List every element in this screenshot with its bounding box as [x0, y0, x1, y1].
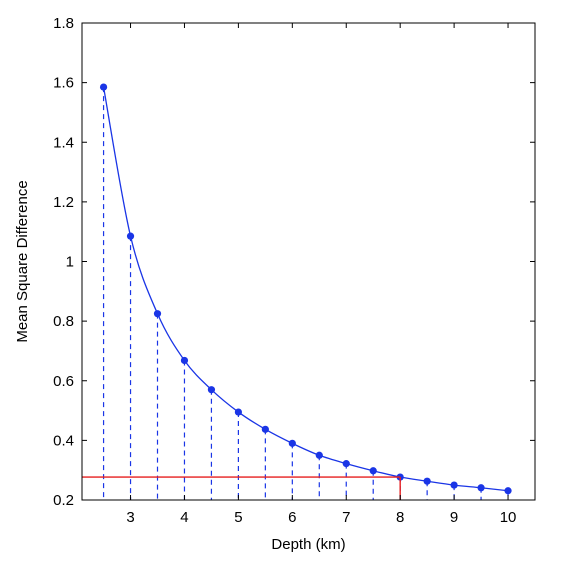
data-point: [288, 439, 296, 447]
series-line: [102, 86, 509, 492]
y-tick-label: 1.8: [53, 15, 74, 32]
y-tick-label: 1.2: [53, 194, 74, 211]
data-point: [342, 460, 350, 468]
data-point: [315, 451, 323, 459]
y-tick-label: 1: [66, 254, 74, 271]
y-tick-label: 0.2: [53, 492, 74, 509]
data-point: [423, 477, 431, 485]
x-tick-label: 5: [234, 509, 242, 526]
data-point: [234, 408, 242, 416]
x-tick-label: 4: [180, 509, 188, 526]
y-tick-label: 1.6: [53, 75, 74, 92]
curve-group: [102, 86, 509, 492]
axes-box: [81, 22, 536, 501]
data-point: [180, 356, 189, 365]
x-tick-label: 10: [500, 509, 517, 526]
data-point: [126, 232, 135, 240]
x-tick-label: 9: [450, 509, 458, 526]
data-point: [450, 481, 458, 489]
data-point: [99, 83, 108, 91]
y-tick-label: 0.6: [53, 373, 74, 390]
data-points: [99, 83, 512, 495]
data-point: [261, 425, 269, 433]
y-axis-label: Mean Square Difference: [14, 180, 31, 342]
data-point: [477, 484, 485, 492]
data-point: [504, 487, 512, 495]
data-point: [153, 310, 162, 318]
y-tick-label: 0.4: [53, 432, 74, 449]
y-tick-label: 1.4: [53, 134, 74, 151]
stem-lines: [102, 87, 509, 500]
x-ticks: 3 4 5 6 7 8 9 10: [126, 23, 516, 526]
x-tick-label: 7: [342, 509, 350, 526]
x-tick-label: 6: [288, 509, 296, 526]
x-tick-label: 3: [126, 509, 134, 526]
y-tick-label: 0.8: [53, 313, 74, 330]
annotation-lines: [82, 476, 401, 500]
y-ticks: 0.2 0.4 0.6 0.8 1 1.2 1.4 1.6 1.8: [53, 15, 535, 509]
data-point: [369, 467, 377, 475]
x-tick-label: 8: [396, 509, 404, 526]
data-point: [207, 386, 216, 394]
x-axis-label: Depth (km): [271, 536, 345, 553]
